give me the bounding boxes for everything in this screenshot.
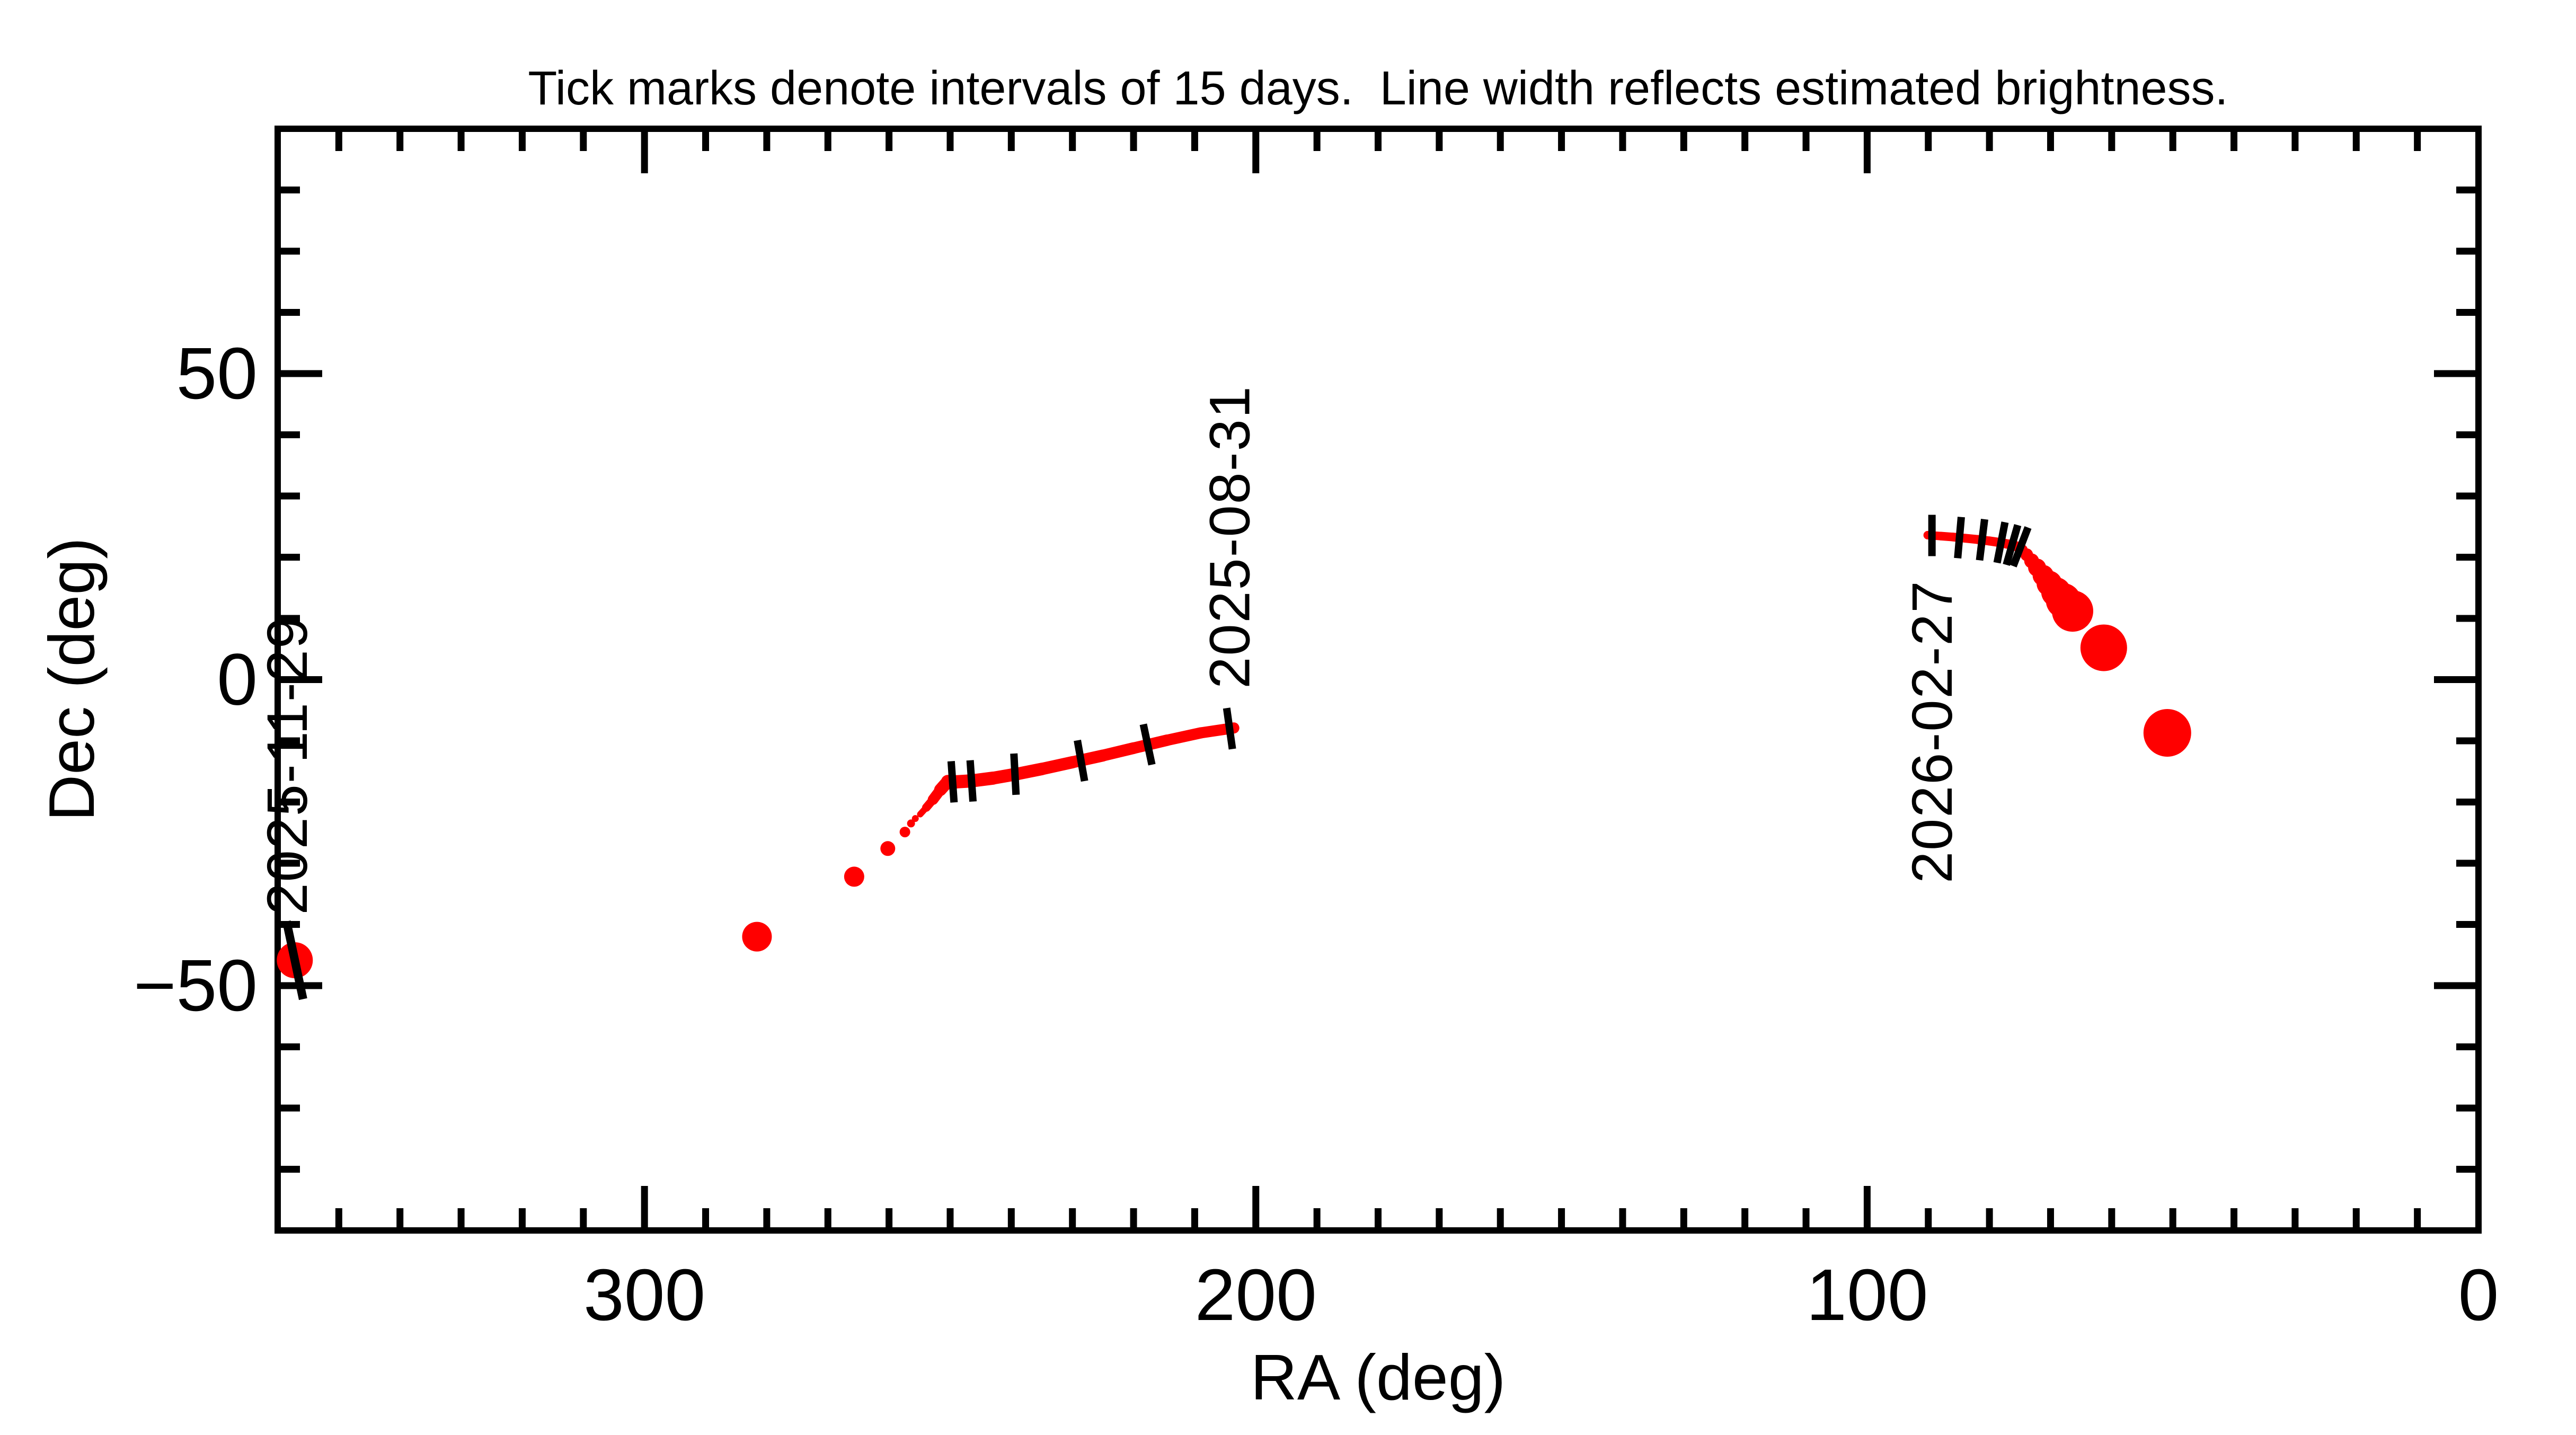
track-dot [2052, 590, 2094, 632]
y-tick-label: −50 [134, 945, 258, 1026]
date-annotation: 2025-08-31 [1198, 385, 1262, 688]
plot-box [275, 126, 2482, 1234]
interval-tick-mark [282, 920, 307, 1000]
x-tick-label: 200 [1195, 1254, 1317, 1336]
track-dot [2080, 624, 2127, 671]
track-dot [2143, 708, 2191, 757]
track-dot [844, 866, 864, 887]
chart-title: Tick marks denote intervals of 15 days. … [528, 62, 2228, 115]
interval-tick-mark [2003, 524, 2022, 566]
interval-tick-mark [1074, 739, 1088, 782]
x-axis-title: RA (deg) [1250, 1341, 1506, 1413]
interval-tick-mark [2010, 526, 2032, 568]
track-dot [742, 922, 772, 952]
y-tick-label: 50 [176, 333, 258, 414]
interval-tick-mark [1954, 517, 1965, 559]
date-annotation: 2026-02-27 [1900, 580, 1964, 883]
interval-tick-mark [1139, 723, 1156, 766]
track-dot [880, 841, 896, 856]
interval-tick-mark [947, 760, 958, 803]
track-dot [911, 815, 919, 822]
interval-tick-mark [1010, 753, 1020, 795]
x-tick-label: 300 [583, 1254, 705, 1336]
y-tick-label: 0 [217, 639, 258, 721]
date-annotation: 2025-11-29 [255, 616, 319, 915]
track-line-middle [917, 804, 930, 818]
track-dot [907, 819, 915, 828]
y-axis-title: Dec (deg) [36, 537, 108, 821]
track-dot [899, 827, 910, 838]
interval-tick-mark [1993, 521, 2009, 564]
x-tick-label: 100 [1806, 1254, 1928, 1336]
interval-tick-mark [1976, 519, 1988, 561]
interval-tick-mark [1223, 707, 1236, 750]
interval-tick-mark [966, 760, 977, 802]
x-tick-label: 0 [2458, 1254, 2499, 1336]
